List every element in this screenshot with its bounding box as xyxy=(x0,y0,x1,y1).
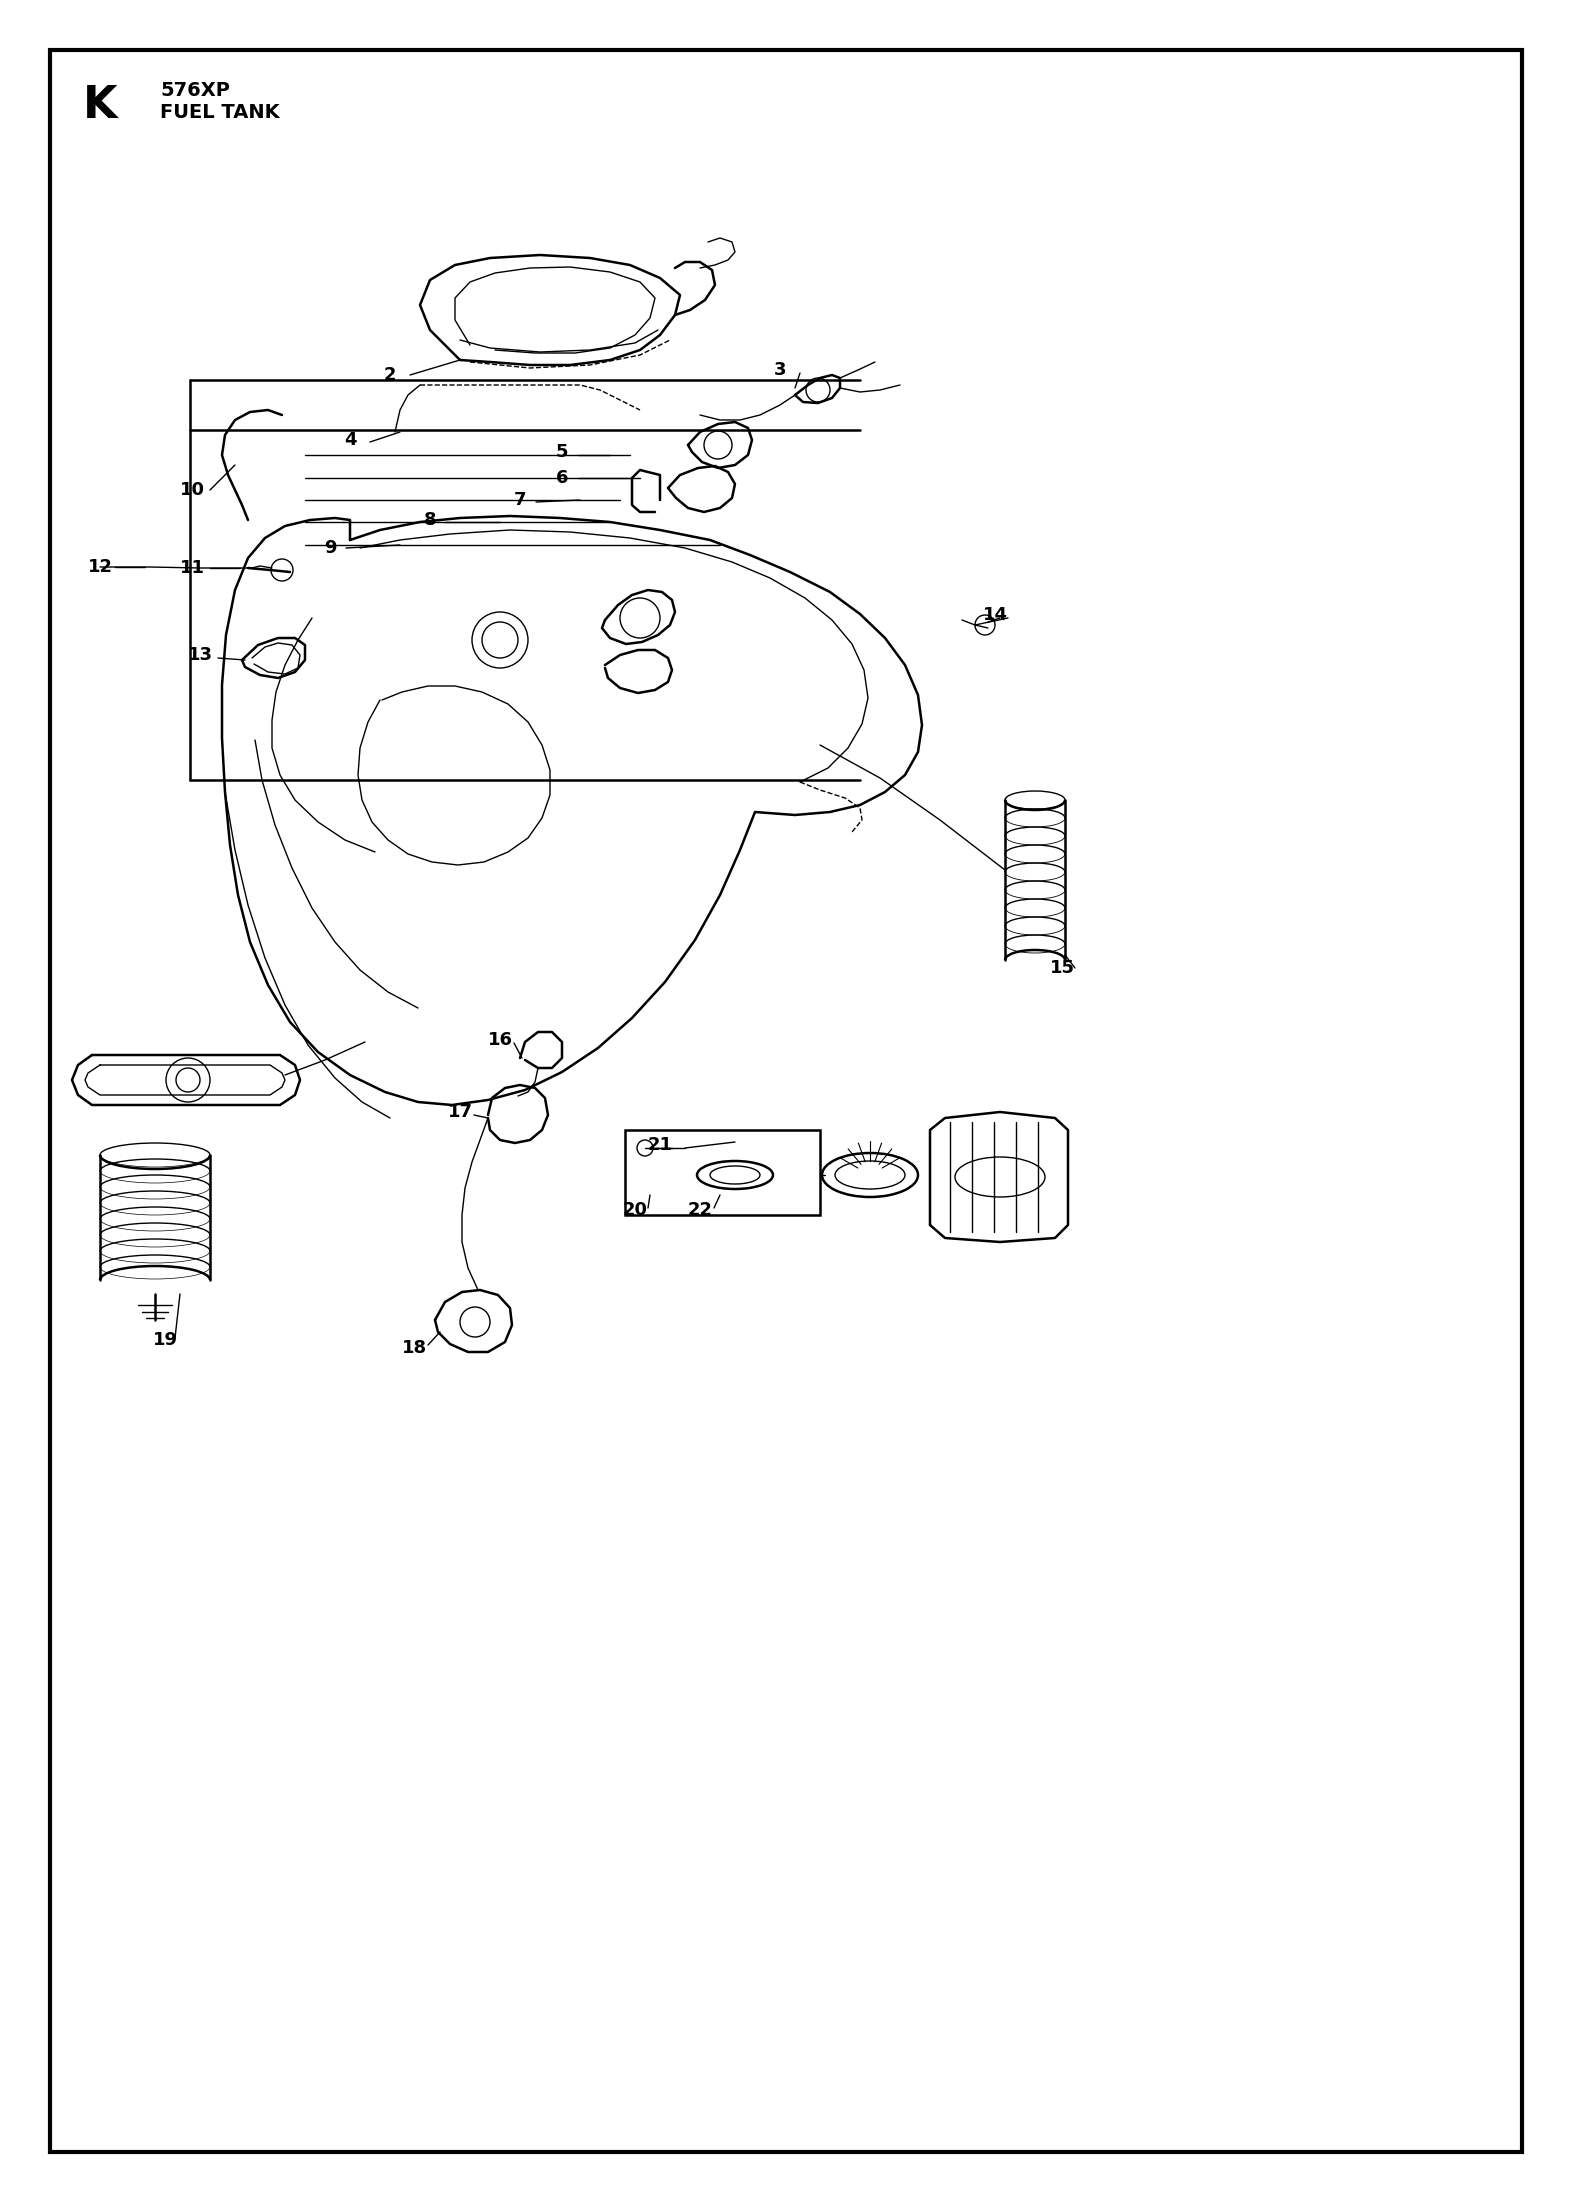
Text: 7: 7 xyxy=(514,491,527,509)
Bar xyxy=(626,1130,821,1216)
Text: 19: 19 xyxy=(152,1330,178,1350)
Text: 15: 15 xyxy=(1050,960,1075,978)
Text: 6: 6 xyxy=(556,469,567,487)
Text: 3: 3 xyxy=(773,361,786,379)
Text: 16: 16 xyxy=(487,1031,512,1048)
Text: 20: 20 xyxy=(623,1200,648,1220)
Text: 2: 2 xyxy=(384,366,396,383)
Text: FUEL TANK: FUEL TANK xyxy=(160,103,280,121)
Text: 576XP: 576XP xyxy=(160,81,230,99)
Text: 12: 12 xyxy=(88,557,113,577)
Text: 18: 18 xyxy=(402,1339,428,1356)
Text: 14: 14 xyxy=(982,606,1008,623)
Text: 21: 21 xyxy=(648,1136,673,1154)
Text: 10: 10 xyxy=(179,480,204,500)
Text: 17: 17 xyxy=(448,1103,473,1121)
Text: 13: 13 xyxy=(187,645,212,665)
Text: 9: 9 xyxy=(324,539,336,557)
Text: K: K xyxy=(83,84,118,126)
Text: 4: 4 xyxy=(344,432,357,449)
Text: 22: 22 xyxy=(687,1200,712,1220)
Text: 11: 11 xyxy=(179,559,204,577)
Text: 5: 5 xyxy=(556,443,567,460)
Text: 8: 8 xyxy=(424,511,437,528)
